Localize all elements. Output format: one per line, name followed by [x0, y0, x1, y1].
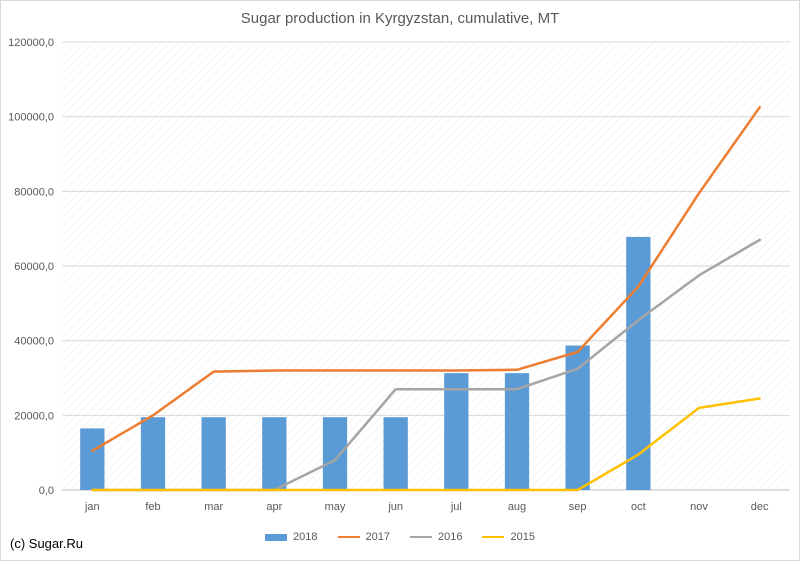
legend-label: 2016: [438, 531, 463, 543]
y-tick-label: 20000,0: [14, 410, 54, 422]
y-tick-label: 40000,0: [14, 336, 54, 348]
x-tick-label: mar: [204, 501, 223, 513]
x-tick-label: sep: [569, 501, 587, 513]
x-tick-label: dec: [751, 501, 769, 513]
x-tick-label: nov: [690, 501, 708, 513]
legend-item-2017: 2017: [337, 531, 390, 543]
legend-label: 2015: [510, 531, 535, 543]
bar-2018-jul: [444, 373, 469, 490]
x-tick-label: oct: [631, 501, 646, 513]
legend-item-2018: 2018: [265, 531, 318, 543]
bar-2018-jan: [80, 428, 105, 490]
y-tick-label: 80000,0: [14, 186, 54, 198]
y-tick-label: 0,0: [39, 485, 54, 497]
legend-label: 2017: [365, 531, 390, 543]
bar-2018-mar: [201, 417, 226, 490]
y-tick-label: 100000,0: [8, 112, 54, 124]
bar-2018-aug: [504, 373, 530, 490]
x-tick-label: jan: [84, 501, 100, 513]
bar-2018-feb: [140, 417, 166, 490]
line-series-2015: [91, 397, 761, 492]
chart-legend: 2018 2017 2016 2015: [0, 531, 800, 543]
legend-item-2015: 2015: [482, 531, 535, 543]
x-tick-label: jun: [387, 501, 403, 513]
bar-2018-apr: [262, 417, 287, 490]
bar-2018-jun: [383, 417, 408, 490]
credit-text: (c) Sugar.Ru: [10, 536, 83, 551]
x-tick-label: aug: [508, 501, 526, 513]
x-tick-label: feb: [145, 501, 160, 513]
x-tick-label: may: [325, 501, 346, 513]
y-tick-label: 120000,0: [8, 37, 54, 49]
y-tick-label: 60000,0: [14, 261, 54, 273]
x-tick-label: apr: [266, 501, 282, 513]
legend-swatch: [410, 536, 432, 538]
line-series-2017: [91, 106, 761, 453]
legend-label: 2018: [293, 531, 318, 543]
legend-swatch: [265, 533, 288, 541]
legend-swatch: [337, 536, 360, 538]
legend-item-2016: 2016: [410, 531, 462, 543]
legend-swatch: [482, 536, 505, 538]
bar-2018-may: [322, 417, 348, 490]
x-tick-label: jul: [450, 501, 462, 513]
chart-title: Sugar production in Kyrgyzstan, cumulati…: [240, 10, 560, 27]
